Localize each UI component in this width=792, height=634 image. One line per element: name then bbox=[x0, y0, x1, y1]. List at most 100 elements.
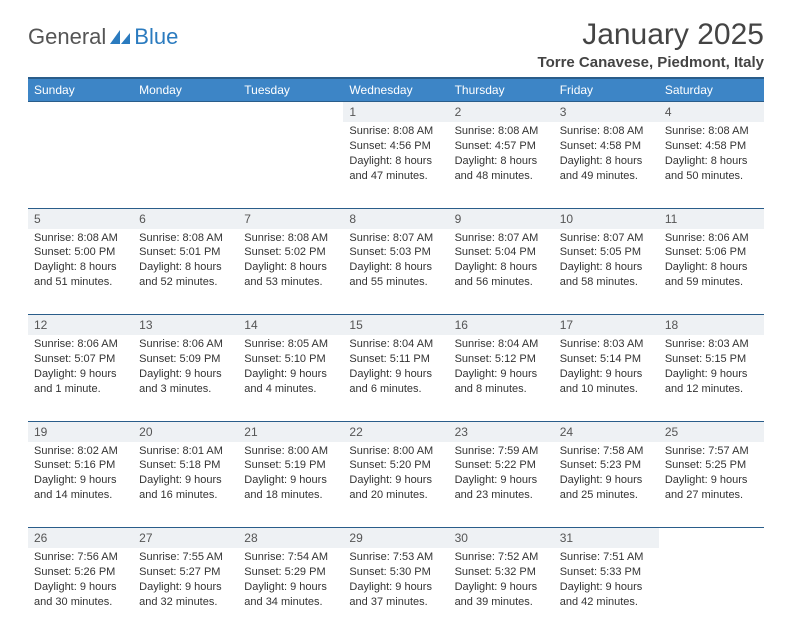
week-body-row: Sunrise: 8:06 AMSunset: 5:07 PMDaylight:… bbox=[28, 335, 764, 421]
sunrise-line: Sunrise: 8:04 AM bbox=[455, 337, 548, 352]
day-number: 10 bbox=[554, 209, 659, 229]
day-cell: Sunrise: 7:59 AMSunset: 5:22 PMDaylight:… bbox=[449, 442, 554, 507]
sunrise-line: Sunrise: 8:08 AM bbox=[139, 231, 232, 246]
sunset-line: Sunset: 5:09 PM bbox=[139, 352, 232, 367]
daylight-line-2: and 3 minutes. bbox=[139, 382, 232, 397]
day-number: 3 bbox=[554, 102, 659, 122]
day-cell: Sunrise: 7:53 AMSunset: 5:30 PMDaylight:… bbox=[343, 548, 448, 613]
daylight-line-1: Daylight: 8 hours bbox=[665, 154, 758, 169]
sunset-line: Sunset: 5:15 PM bbox=[665, 352, 758, 367]
day-number: 9 bbox=[449, 209, 554, 229]
sunrise-line: Sunrise: 8:03 AM bbox=[560, 337, 653, 352]
daylight-line-1: Daylight: 9 hours bbox=[34, 473, 127, 488]
daylight-line-1: Daylight: 8 hours bbox=[139, 260, 232, 275]
week-number-row: 262728293031 bbox=[28, 528, 764, 549]
day-number: 26 bbox=[28, 528, 133, 548]
sunset-line: Sunset: 5:26 PM bbox=[34, 565, 127, 580]
daylight-line-2: and 18 minutes. bbox=[244, 488, 337, 503]
daylight-line-2: and 6 minutes. bbox=[349, 382, 442, 397]
daylight-line-1: Daylight: 9 hours bbox=[34, 367, 127, 382]
day-cell: Sunrise: 8:08 AMSunset: 5:00 PMDaylight:… bbox=[28, 229, 133, 294]
sunrise-line: Sunrise: 8:03 AM bbox=[665, 337, 758, 352]
day-cell: Sunrise: 8:08 AMSunset: 4:58 PMDaylight:… bbox=[554, 122, 659, 187]
day-cell: Sunrise: 8:00 AMSunset: 5:19 PMDaylight:… bbox=[238, 442, 343, 507]
sunrise-line: Sunrise: 8:00 AM bbox=[349, 444, 442, 459]
sunset-line: Sunset: 4:57 PM bbox=[455, 139, 548, 154]
sunrise-line: Sunrise: 8:07 AM bbox=[560, 231, 653, 246]
daylight-line-2: and 58 minutes. bbox=[560, 275, 653, 290]
weekday-header: Monday bbox=[133, 78, 238, 102]
day-cell: Sunrise: 7:56 AMSunset: 5:26 PMDaylight:… bbox=[28, 548, 133, 613]
sunrise-line: Sunrise: 8:05 AM bbox=[244, 337, 337, 352]
daylight-line-1: Daylight: 8 hours bbox=[244, 260, 337, 275]
sunrise-line: Sunrise: 8:08 AM bbox=[34, 231, 127, 246]
day-number: 22 bbox=[343, 422, 448, 442]
daylight-line-2: and 37 minutes. bbox=[349, 595, 442, 610]
daylight-line-2: and 32 minutes. bbox=[139, 595, 232, 610]
daylight-line-2: and 52 minutes. bbox=[139, 275, 232, 290]
day-number: 6 bbox=[133, 209, 238, 229]
daylight-line-1: Daylight: 8 hours bbox=[560, 154, 653, 169]
daylight-line-1: Daylight: 9 hours bbox=[455, 580, 548, 595]
sunrise-line: Sunrise: 7:57 AM bbox=[665, 444, 758, 459]
day-cell: Sunrise: 7:55 AMSunset: 5:27 PMDaylight:… bbox=[133, 548, 238, 613]
sunrise-line: Sunrise: 8:01 AM bbox=[139, 444, 232, 459]
sunset-line: Sunset: 4:56 PM bbox=[349, 139, 442, 154]
sunset-line: Sunset: 5:20 PM bbox=[349, 458, 442, 473]
day-cell: Sunrise: 8:08 AMSunset: 4:58 PMDaylight:… bbox=[659, 122, 764, 187]
weekday-header: Saturday bbox=[659, 78, 764, 102]
sunrise-line: Sunrise: 8:08 AM bbox=[560, 124, 653, 139]
sunset-line: Sunset: 5:11 PM bbox=[349, 352, 442, 367]
day-number: 28 bbox=[238, 528, 343, 548]
day-number: 24 bbox=[554, 422, 659, 442]
sunset-line: Sunset: 5:07 PM bbox=[34, 352, 127, 367]
sunset-line: Sunset: 5:02 PM bbox=[244, 245, 337, 260]
daylight-line-2: and 4 minutes. bbox=[244, 382, 337, 397]
sunset-line: Sunset: 4:58 PM bbox=[665, 139, 758, 154]
week-body-row: Sunrise: 8:08 AMSunset: 5:00 PMDaylight:… bbox=[28, 229, 764, 315]
week-body-row: Sunrise: 8:08 AMSunset: 4:56 PMDaylight:… bbox=[28, 122, 764, 208]
day-number: 31 bbox=[554, 528, 659, 548]
daylight-line-2: and 34 minutes. bbox=[244, 595, 337, 610]
daylight-line-2: and 30 minutes. bbox=[34, 595, 127, 610]
daylight-line-2: and 55 minutes. bbox=[349, 275, 442, 290]
logo-prefix: General bbox=[28, 24, 106, 50]
sunrise-line: Sunrise: 8:08 AM bbox=[349, 124, 442, 139]
sunset-line: Sunset: 5:22 PM bbox=[455, 458, 548, 473]
day-cell: Sunrise: 8:03 AMSunset: 5:15 PMDaylight:… bbox=[659, 335, 764, 400]
page-title: January 2025 bbox=[538, 18, 764, 52]
daylight-line-1: Daylight: 9 hours bbox=[560, 473, 653, 488]
sunrise-line: Sunrise: 8:08 AM bbox=[455, 124, 548, 139]
daylight-line-1: Daylight: 8 hours bbox=[455, 260, 548, 275]
daylight-line-1: Daylight: 9 hours bbox=[139, 367, 232, 382]
logo-suffix: Blue bbox=[134, 24, 178, 50]
weekday-header: Thursday bbox=[449, 78, 554, 102]
sunset-line: Sunset: 5:04 PM bbox=[455, 245, 548, 260]
daylight-line-1: Daylight: 9 hours bbox=[244, 580, 337, 595]
sunrise-line: Sunrise: 7:52 AM bbox=[455, 550, 548, 565]
day-number: 11 bbox=[659, 209, 764, 229]
weekday-header-row: SundayMondayTuesdayWednesdayThursdayFrid… bbox=[28, 78, 764, 102]
day-number: 1 bbox=[343, 102, 448, 122]
day-cell: Sunrise: 8:08 AMSunset: 4:57 PMDaylight:… bbox=[449, 122, 554, 187]
location: Torre Canavese, Piedmont, Italy bbox=[538, 54, 764, 71]
sunrise-line: Sunrise: 8:08 AM bbox=[244, 231, 337, 246]
daylight-line-2: and 16 minutes. bbox=[139, 488, 232, 503]
sunrise-line: Sunrise: 7:58 AM bbox=[560, 444, 653, 459]
day-number: 8 bbox=[343, 209, 448, 229]
week-number-row: 567891011 bbox=[28, 208, 764, 229]
day-number: 18 bbox=[659, 315, 764, 335]
daylight-line-2: and 20 minutes. bbox=[349, 488, 442, 503]
daylight-line-1: Daylight: 9 hours bbox=[244, 473, 337, 488]
day-cell: Sunrise: 8:04 AMSunset: 5:11 PMDaylight:… bbox=[343, 335, 448, 400]
sunset-line: Sunset: 5:19 PM bbox=[244, 458, 337, 473]
day-number: 2 bbox=[449, 102, 554, 122]
daylight-line-2: and 27 minutes. bbox=[665, 488, 758, 503]
daylight-line-2: and 12 minutes. bbox=[665, 382, 758, 397]
day-cell: Sunrise: 7:57 AMSunset: 5:25 PMDaylight:… bbox=[659, 442, 764, 507]
daylight-line-1: Daylight: 8 hours bbox=[349, 154, 442, 169]
sunset-line: Sunset: 5:32 PM bbox=[455, 565, 548, 580]
daylight-line-1: Daylight: 9 hours bbox=[665, 473, 758, 488]
sunrise-line: Sunrise: 8:06 AM bbox=[139, 337, 232, 352]
day-cell: Sunrise: 7:52 AMSunset: 5:32 PMDaylight:… bbox=[449, 548, 554, 613]
